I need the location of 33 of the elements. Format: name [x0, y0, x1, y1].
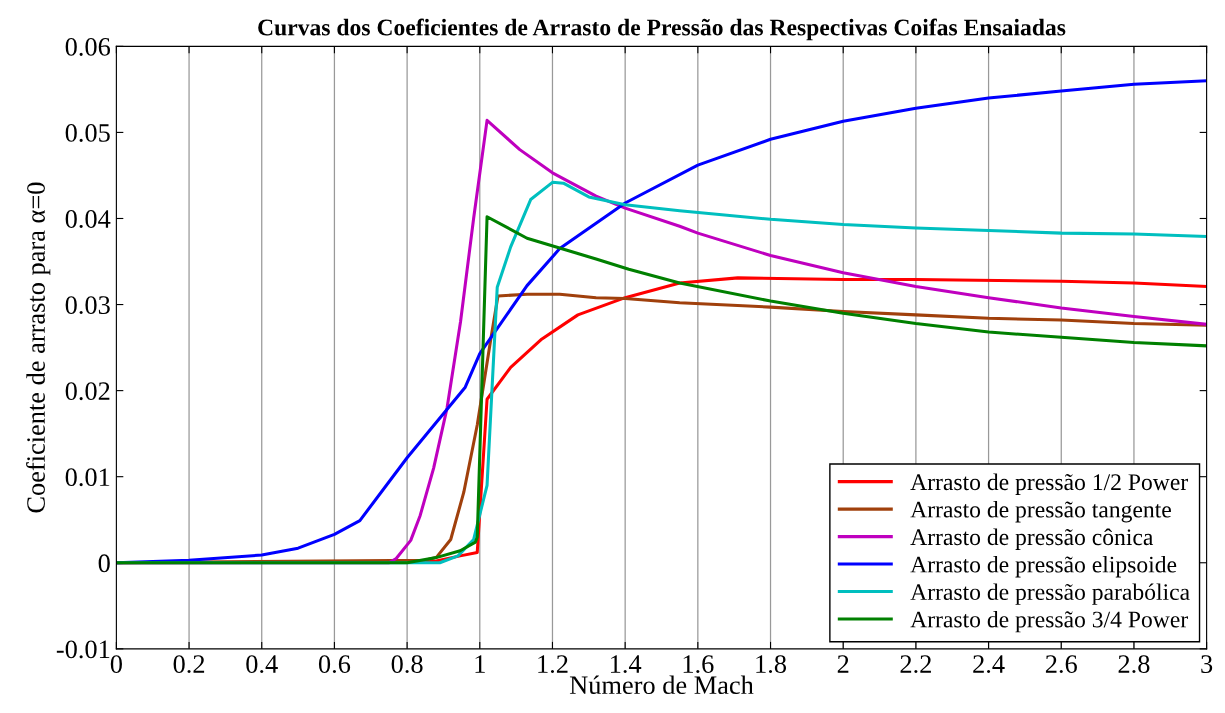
- x-tick-label: 0.2: [173, 655, 205, 674]
- legend-label: Arrasto de pressão cônica: [910, 528, 1154, 550]
- chart-title: Curvas dos Coeficientes de Arrasto de Pressão das Respectivas Coifas Ensaiadas: [258, 18, 1066, 41]
- legend-label: Arrasto de pressão 1/2 Power: [910, 473, 1188, 495]
- legend-label: Arrasto de pressão 3/4 Power: [910, 610, 1188, 633]
- y-tick-label: 0.05: [65, 124, 110, 142]
- x-tick-label: 0.6: [318, 655, 351, 674]
- y-tick-label: -0.01: [56, 640, 110, 659]
- x-tick-label: 1.6: [683, 655, 714, 674]
- x-tick-label: 2.4: [973, 655, 1005, 674]
- x-tick-label: 1.4: [610, 655, 642, 674]
- x-tick-label: 2.8: [1118, 655, 1150, 674]
- x-tick-label: 0.8: [391, 655, 423, 674]
- x-tick-label: 3: [1201, 655, 1213, 673]
- y-tick-label: 0.04: [65, 210, 111, 229]
- x-tick-label: 2: [837, 655, 849, 673]
- legend-label: Arrasto de pressão parabólica: [910, 583, 1190, 605]
- x-tick-label: 1: [475, 655, 485, 673]
- x-tick-label: 0: [110, 655, 122, 673]
- x-tick-label: 1.2: [538, 655, 568, 674]
- x-axis-title: Número de Mach: [569, 675, 754, 695]
- legend-label: Arrasto de pressão elipsoide: [910, 555, 1177, 578]
- y-tick-label: 0.01: [65, 468, 110, 487]
- y-tick-label: 0.03: [65, 296, 110, 315]
- y-tick-label: 0.02: [65, 382, 110, 401]
- y-tick-label: 0.06: [65, 37, 111, 56]
- x-tick-label: 2.2: [900, 655, 931, 674]
- x-tick-label: 1.8: [756, 655, 787, 674]
- y-axis-title: Coeficiente de arrasto para α=0: [26, 182, 51, 513]
- y-tick-label: 0: [98, 554, 110, 573]
- x-tick-label: 2.6: [1045, 655, 1077, 674]
- legend-label: Arrasto de pressão tangente: [910, 500, 1171, 523]
- x-tick-label: 0.4: [246, 655, 278, 674]
